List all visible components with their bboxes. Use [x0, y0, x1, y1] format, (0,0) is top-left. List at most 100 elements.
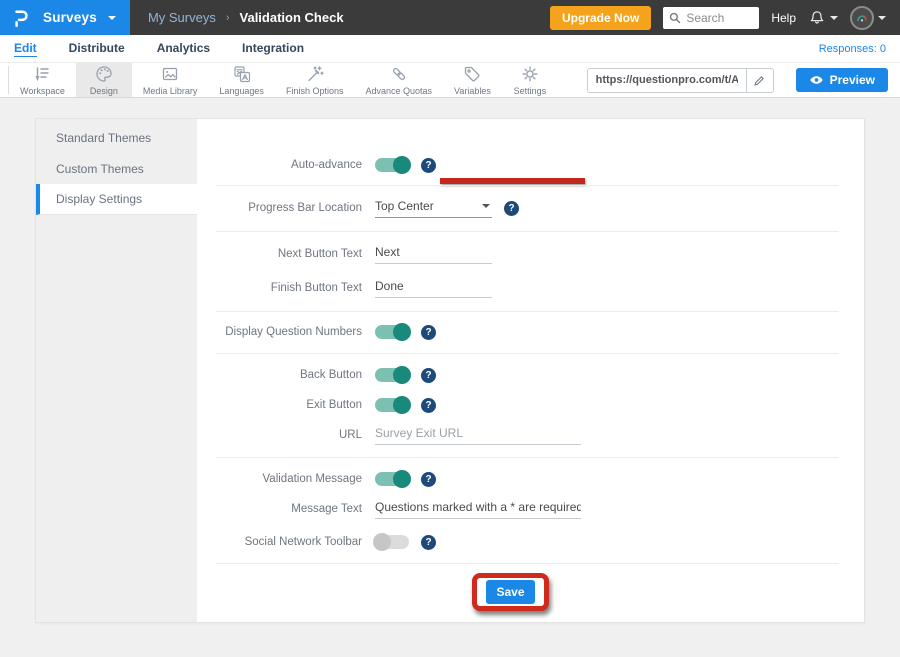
edit-toolbar: Workspace Design Media Library [0, 62, 900, 98]
section-divider [216, 353, 839, 354]
toolbar-item-design[interactable]: Design [75, 63, 132, 97]
save-button[interactable]: Save [486, 580, 535, 604]
progress-bar-location-select[interactable]: Top Center [375, 199, 492, 218]
sidebar-item-standard-themes[interactable]: Standard Themes [56, 130, 152, 145]
toggle-knob [393, 366, 411, 384]
toolbar-item-advance-quotas[interactable]: Advance Quotas [354, 63, 443, 97]
search-input[interactable] [686, 10, 754, 25]
toggle-knob [393, 396, 411, 414]
progress-bar-location-label: Progress Bar Location [248, 202, 362, 214]
responses-count[interactable]: Responses: 0 [818, 42, 886, 55]
validation-message-toggle[interactable] [375, 470, 411, 488]
display-question-numbers-label: Display Question Numbers [225, 326, 362, 338]
progress-bar-location-value: Top Center [375, 198, 434, 213]
survey-nav: Edit Distribute Analytics Integration Re… [0, 35, 900, 62]
toolbar-item-languages[interactable]: Languages [208, 63, 275, 97]
toolbar-item-settings[interactable]: Settings [502, 63, 558, 97]
design-settings-panel: Standard Themes Custom Themes Display Se… [35, 118, 865, 623]
display-question-numbers-help-icon[interactable]: ? [421, 324, 436, 340]
exit-url-label: URL [338, 429, 362, 441]
exit-button-help-icon[interactable]: ? [421, 397, 436, 413]
social-network-toolbar-toggle[interactable] [373, 533, 409, 551]
tab-integration[interactable]: Integration [242, 41, 305, 55]
toolbar-item-media-library[interactable]: Media Library [132, 63, 209, 97]
sidebar-item-custom-themes[interactable]: Custom Themes [56, 161, 144, 176]
display-question-numbers-toggle[interactable] [375, 323, 411, 341]
tab-distribute[interactable]: Distribute [68, 41, 125, 55]
auto-advance-help-icon[interactable]: ? [421, 157, 436, 173]
questionpro-logo-icon [10, 7, 32, 29]
chevron-down-icon [878, 15, 886, 20]
upgrade-now-button[interactable]: Upgrade Now [549, 5, 652, 30]
social-network-toolbar-label: Social Network Toolbar [244, 536, 362, 548]
toolbar-item-finish-options[interactable]: Finish Options [275, 63, 355, 97]
breadcrumb-separator: › [225, 11, 230, 24]
chevron-down-icon [482, 203, 490, 208]
toolbar-item-variables[interactable]: Variables [443, 63, 502, 97]
translate-icon [232, 64, 252, 84]
exit-button-label: Exit Button [306, 399, 362, 411]
back-button-help-icon[interactable]: ? [421, 367, 436, 383]
back-button-toggle[interactable] [375, 366, 411, 384]
search-icon [669, 12, 681, 24]
progress-bar-help-icon[interactable]: ? [504, 200, 519, 216]
next-button-text-input[interactable] [375, 244, 492, 264]
notifications-menu[interactable] [808, 9, 838, 27]
red-highlight-annotation: Save [472, 573, 549, 611]
tag-icon [462, 64, 482, 84]
product-name: Surveys [43, 10, 97, 25]
exit-button-toggle[interactable] [375, 396, 411, 414]
image-icon [160, 64, 180, 84]
gear-icon [520, 64, 540, 84]
survey-url-box [586, 67, 774, 93]
finish-button-text-label: Finish Button Text [270, 282, 362, 294]
section-divider [216, 185, 839, 186]
section-divider [216, 231, 839, 232]
breadcrumb: My Surveys › Validation Check [148, 10, 344, 25]
social-network-toolbar-help-icon[interactable]: ? [421, 534, 436, 550]
message-text-input[interactable] [375, 499, 581, 519]
workspace-icon [32, 64, 52, 84]
product-menu[interactable]: Surveys [0, 0, 130, 35]
bell-icon [808, 9, 826, 27]
sidebar-item-display-settings[interactable]: Display Settings [36, 184, 197, 215]
global-search[interactable] [663, 6, 760, 29]
section-divider [216, 311, 839, 312]
toggle-knob [393, 470, 411, 488]
breadcrumb-survey-name: Validation Check [239, 10, 344, 25]
exit-url-input[interactable] [375, 425, 581, 445]
help-link[interactable]: Help [771, 10, 796, 25]
toggle-knob [393, 156, 411, 174]
magic-wand-icon [305, 64, 325, 84]
auto-advance-toggle[interactable] [375, 156, 411, 174]
account-menu[interactable] [850, 5, 886, 30]
url-box-divider [745, 68, 747, 92]
top-header: Surveys My Surveys › Validation Check Up… [0, 0, 900, 35]
section-divider [216, 457, 839, 458]
tab-analytics[interactable]: Analytics [156, 41, 211, 55]
eye-icon [809, 74, 824, 86]
chevron-down-icon [830, 15, 838, 20]
validation-message-label: Validation Message [262, 473, 362, 485]
auto-advance-label: Auto-advance [291, 159, 362, 171]
section-divider [216, 563, 839, 564]
message-text-label: Message Text [291, 503, 362, 515]
red-underline-annotation [440, 178, 585, 184]
header-actions: Upgrade Now Help [549, 5, 886, 30]
preview-button[interactable]: Preview [795, 68, 888, 92]
survey-url-input[interactable] [587, 74, 746, 86]
display-settings-form: Auto-advance ? Progress Bar Location Top… [197, 119, 864, 622]
validation-message-help-icon[interactable]: ? [421, 471, 436, 487]
toggle-knob [393, 323, 411, 341]
edit-url-icon[interactable] [747, 69, 773, 92]
breadcrumb-my-surveys[interactable]: My Surveys [147, 10, 216, 25]
palette-icon [94, 64, 114, 84]
finish-button-text-input[interactable] [375, 278, 492, 298]
design-sidebar: Standard Themes Custom Themes Display Se… [36, 119, 197, 622]
toolbar-item-workspace[interactable]: Workspace [9, 63, 76, 97]
toggle-knob [373, 533, 391, 551]
next-button-text-label: Next Button Text [277, 248, 362, 260]
back-button-label: Back Button [299, 369, 362, 381]
chain-link-icon [389, 64, 409, 84]
tab-edit[interactable]: Edit [14, 40, 37, 57]
